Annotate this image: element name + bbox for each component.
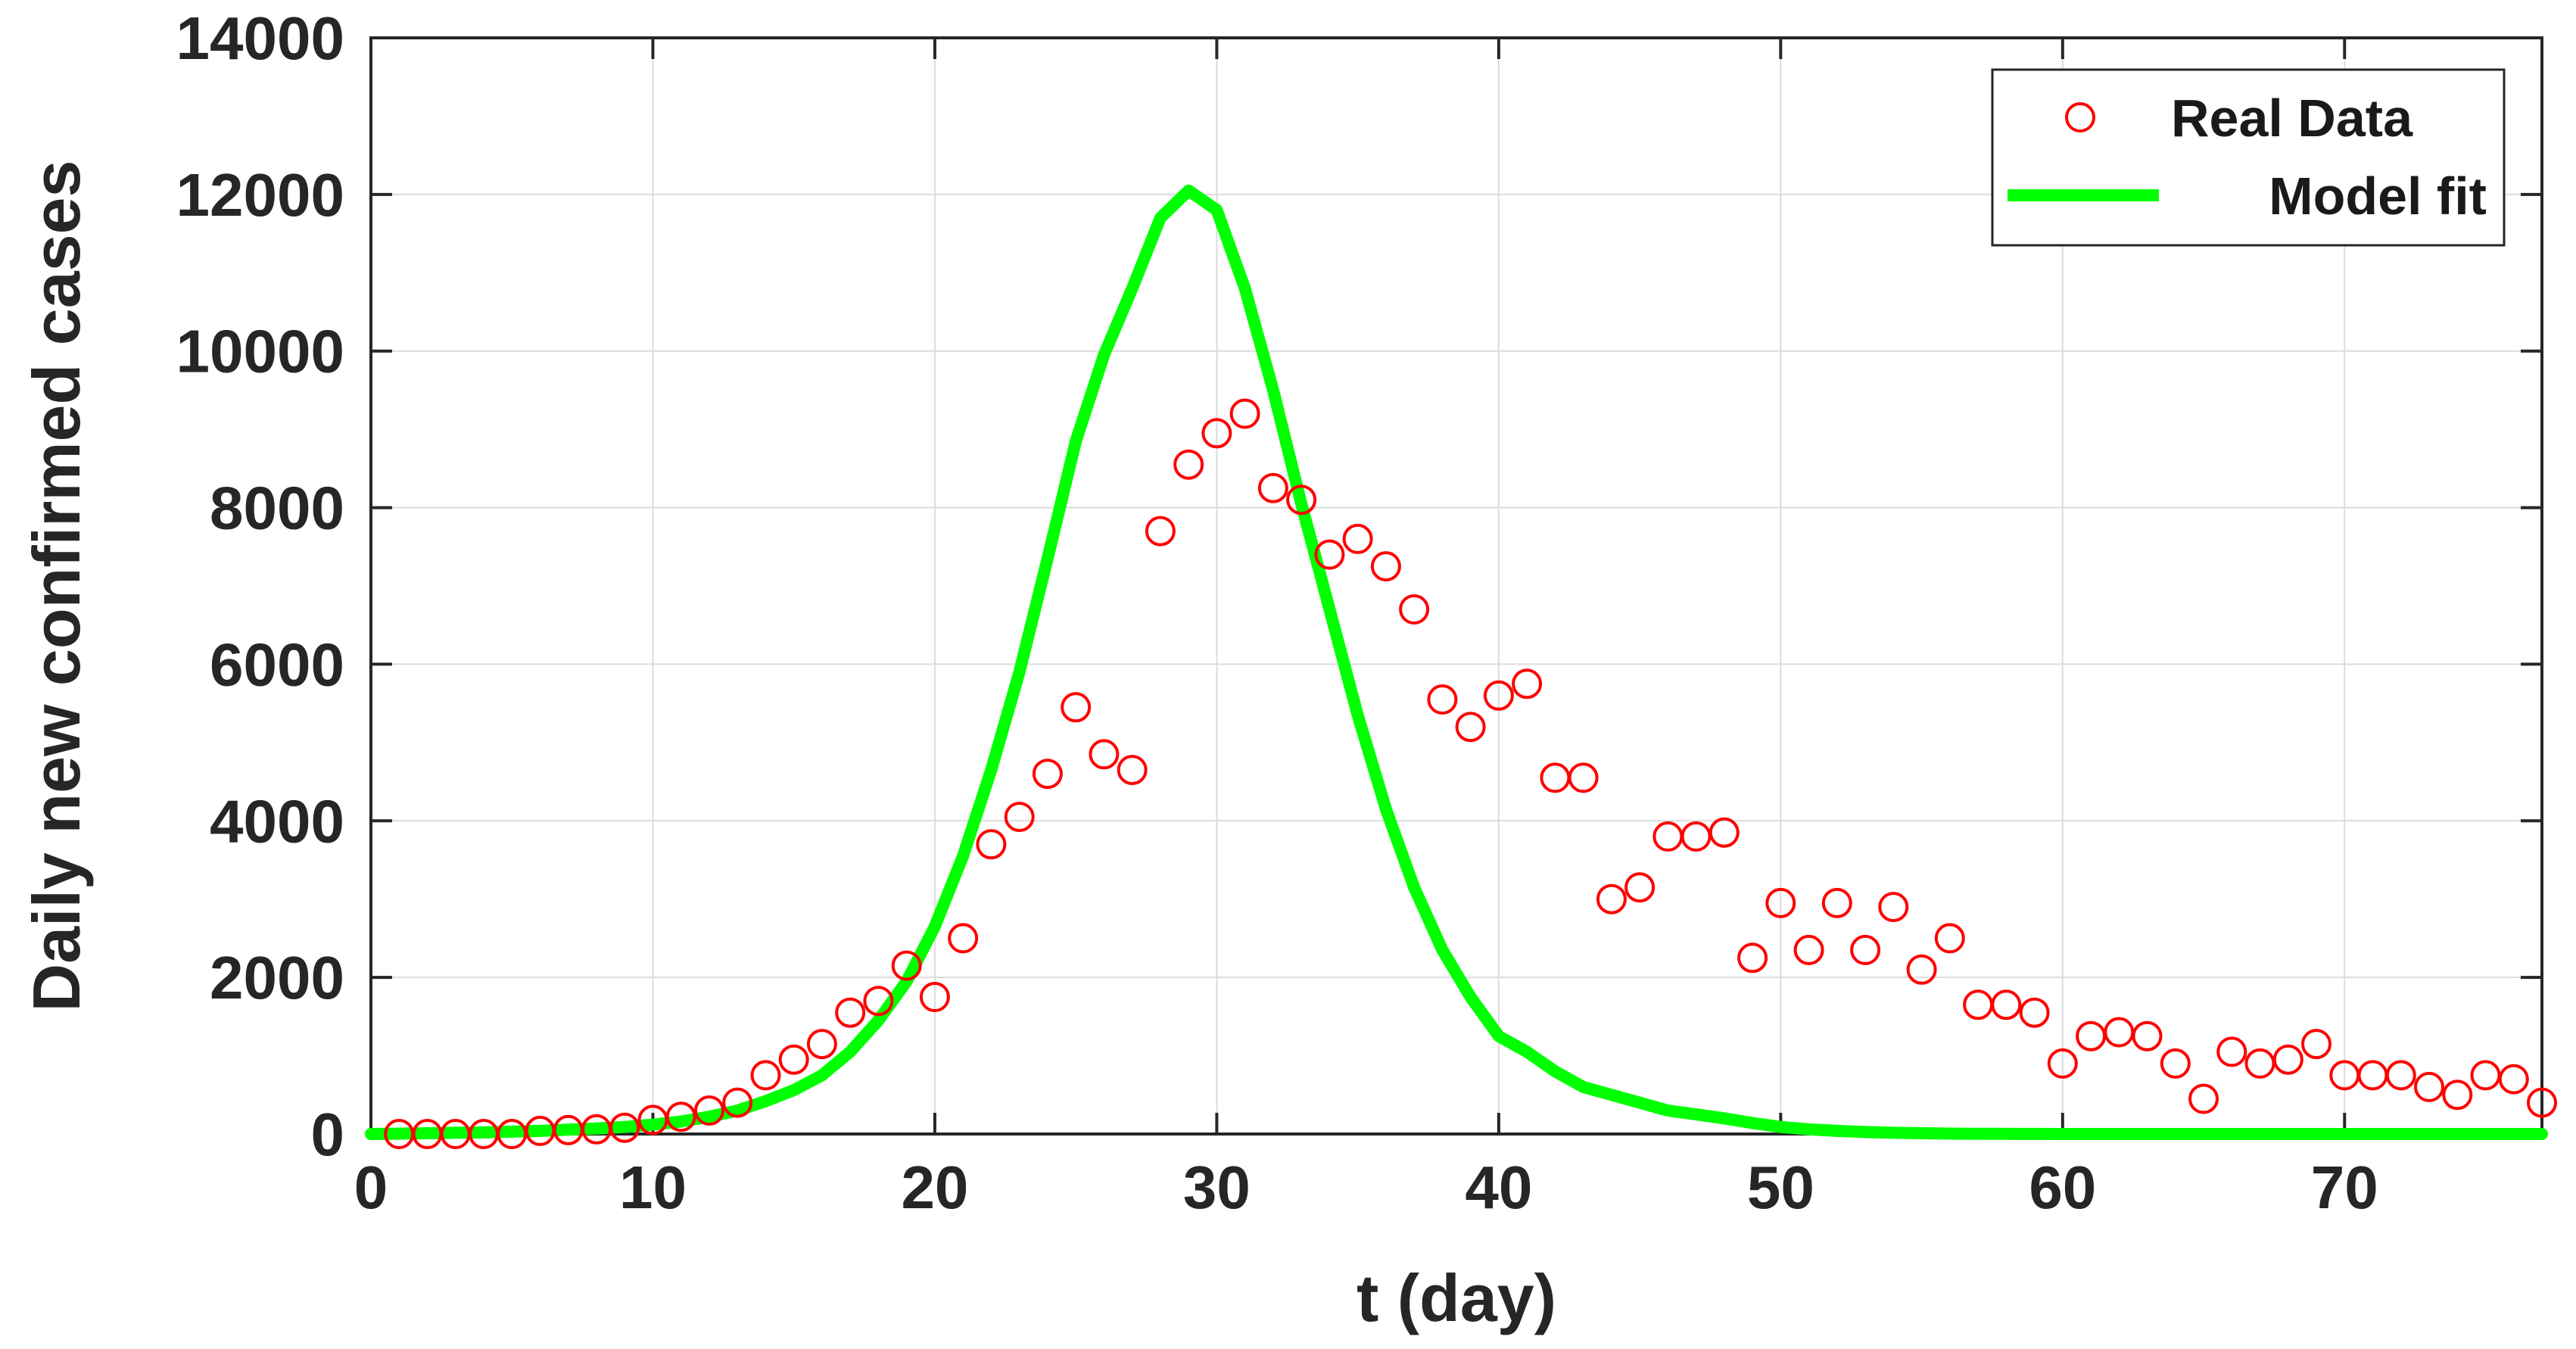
axis-ticks: 0 10 20 30 40 50 60 70 0 2000 4000 6000 8000 10000 120…: [176, 5, 2542, 1221]
legend: Real Data Model fit: [1991, 68, 2506, 247]
real-data-point: [1568, 762, 1599, 793]
real-data-point: [1201, 418, 1232, 449]
real-data-point: [1061, 692, 1092, 723]
real-data-point: [1483, 680, 1514, 711]
real-data-point: [2188, 1083, 2219, 1114]
real-data-point: [976, 829, 1007, 860]
real-data-point: [1399, 594, 1430, 625]
real-data-point: [2216, 1036, 2247, 1067]
real-data-point: [750, 1060, 781, 1091]
y-tick-label: 8000: [210, 475, 344, 542]
real-data-point: [806, 1029, 837, 1060]
x-tick-label: 50: [1747, 1154, 1814, 1221]
y-tick-label: 6000: [210, 631, 344, 698]
real-data-point: [1117, 755, 1148, 786]
x-tick-label: 20: [901, 1154, 968, 1221]
model-fit-line: [365, 184, 2548, 1140]
real-data-point: [1596, 883, 1627, 914]
x-tick-label: 60: [2029, 1154, 2096, 1221]
y-tick-label: 10000: [176, 318, 344, 385]
real-data-point: [1427, 684, 1458, 715]
x-tick-label: 30: [1183, 1154, 1251, 1221]
real-data-point: [2160, 1048, 2191, 1079]
real-data-point: [1934, 923, 1965, 954]
real-data-point: [919, 982, 950, 1012]
real-data-point: [2132, 1020, 2163, 1051]
data-layer: [365, 184, 2557, 1149]
real-data-point: [1286, 484, 1317, 516]
legend-box: [1991, 68, 2506, 247]
real-data-point: [2019, 997, 2050, 1028]
real-data-point: [1145, 516, 1176, 547]
real-data-point: [1314, 539, 1345, 570]
real-data-point: [1737, 942, 1768, 974]
y-tick-label: 12000: [176, 161, 344, 229]
legend-model-fit-label: Model fit: [2269, 167, 2487, 226]
y-tick-label: 0: [311, 1101, 345, 1168]
real-data-point: [948, 923, 979, 954]
real-data-point: [2498, 1064, 2529, 1095]
real-data-point: [891, 950, 922, 981]
legend-real-data-label: Real Data: [2171, 89, 2413, 148]
real-data-point: [1032, 759, 1063, 790]
real-data-point: [722, 1087, 753, 1118]
real-data-point: [1089, 739, 1120, 770]
real-data-point: [1370, 551, 1401, 582]
real-data-point: [1342, 523, 1373, 554]
real-data-point: [1906, 954, 1937, 985]
x-axis-label: t (day): [1357, 1260, 1556, 1335]
real-data-point: [835, 997, 866, 1028]
real-data-point: [2385, 1060, 2416, 1091]
real-data-point: [2272, 1044, 2303, 1075]
real-data-point: [1821, 887, 1852, 918]
real-data-point: [2301, 1029, 2331, 1060]
x-tick-label: 0: [354, 1154, 388, 1221]
real-data-point: [694, 1095, 724, 1126]
real-data-point: [1257, 472, 1288, 503]
real-data-point: [2047, 1048, 2078, 1079]
real-data-point: [863, 986, 894, 1017]
real-data-point: [1229, 398, 1260, 429]
real-data-point: [1765, 887, 1796, 918]
y-tick-label: 4000: [210, 787, 344, 855]
y-tick-label: 14000: [176, 5, 344, 72]
real-data-point: [2527, 1087, 2557, 1118]
real-data-point: [1455, 712, 1486, 743]
legend-real-data-marker: [2065, 102, 2095, 132]
real-data-point: [1173, 449, 1204, 480]
real-data-point: [778, 1044, 809, 1075]
real-data-point: [1793, 934, 1824, 965]
real-data-point: [2442, 1080, 2473, 1111]
y-axis-label: Daily new confirmed cases: [19, 160, 94, 1012]
x-tick-label: 10: [619, 1154, 687, 1221]
y-tick-label: 2000: [210, 944, 344, 1011]
real-data-point: [1709, 817, 1740, 848]
real-data-point: [2414, 1071, 2444, 1102]
x-tick-label: 40: [1465, 1154, 1532, 1221]
real-data-point: [665, 1101, 696, 1132]
real-data-point: [1850, 934, 1881, 965]
real-data-point: [1512, 668, 1543, 699]
real-data-point: [1004, 802, 1035, 833]
x-tick-label: 70: [2311, 1154, 2378, 1221]
plot-frame: [369, 36, 2543, 1136]
real-data-point: [1991, 989, 2022, 1020]
real-data-point: [609, 1112, 640, 1143]
real-data-point: [1624, 872, 1656, 903]
real-data-point: [1878, 892, 1909, 923]
